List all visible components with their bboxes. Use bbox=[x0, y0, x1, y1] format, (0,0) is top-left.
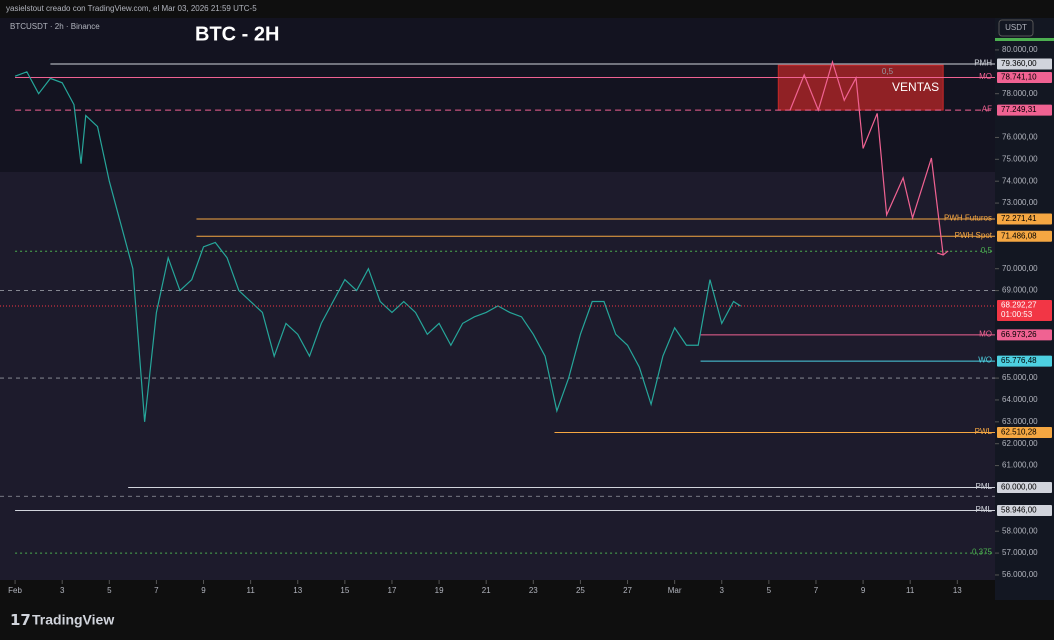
level-price: 72.271,41 bbox=[1001, 214, 1037, 223]
level-price-box bbox=[997, 58, 1052, 70]
level-price-box bbox=[997, 329, 1052, 341]
currency-box bbox=[998, 19, 1034, 37]
level-price-box bbox=[997, 481, 1052, 493]
x-tick-label: 23 bbox=[529, 586, 538, 595]
y-tick-label: 57.000,00 bbox=[1002, 548, 1038, 557]
arrow-head bbox=[936, 250, 949, 256]
y-tick-label: 62.000,00 bbox=[1002, 439, 1038, 448]
price-line bbox=[14, 71, 741, 422]
y-tick-label: 58.000,00 bbox=[1002, 526, 1038, 535]
zone-label: VENTAS bbox=[892, 80, 939, 94]
level-price: 66.973,26 bbox=[1001, 330, 1037, 339]
level-price: 71.486,08 bbox=[1001, 231, 1037, 240]
x-tick-label: 19 bbox=[435, 586, 444, 595]
level-price: 60.000,00 bbox=[1001, 483, 1037, 492]
range-band bbox=[0, 172, 995, 580]
annotation: 0,5 bbox=[882, 67, 894, 76]
level-price: 77.249,31 bbox=[1001, 105, 1037, 114]
y-tick-label: 80.000,00 bbox=[1002, 45, 1038, 54]
x-tick-label: 9 bbox=[861, 586, 866, 595]
level-name: MO bbox=[979, 72, 992, 81]
y-tick-label: 74.000,00 bbox=[1002, 176, 1038, 185]
level-name: PML bbox=[976, 482, 993, 491]
brand: TradingView bbox=[32, 612, 114, 628]
x-tick-label: 17 bbox=[388, 586, 397, 595]
chart-title: BTC - 2H bbox=[195, 23, 279, 45]
x-tick-label: 5 bbox=[767, 586, 772, 595]
x-tick-label: 3 bbox=[720, 586, 725, 595]
level-price: 79.360,00 bbox=[1001, 59, 1037, 68]
level-name: PWH Spot bbox=[955, 231, 993, 240]
level-price-box bbox=[997, 427, 1052, 439]
y-tick-label: 78.000,00 bbox=[1002, 89, 1038, 98]
y-tick-label: 56.000,00 bbox=[1002, 570, 1038, 579]
x-tick-label: 13 bbox=[953, 586, 962, 595]
level-name: AF bbox=[982, 105, 992, 114]
symbol: BTCUSDT · 2h · Binance bbox=[10, 22, 100, 31]
level-price: 58.946,00 bbox=[1001, 506, 1037, 515]
brand-logo: 𝟭𝟳 bbox=[10, 612, 31, 629]
currency: USDT bbox=[1005, 23, 1027, 32]
x-tick-label: 7 bbox=[814, 586, 819, 595]
y-tick-label: 61.000,00 bbox=[1002, 461, 1038, 470]
y-tick-label: 65.000,00 bbox=[1002, 373, 1038, 382]
timer: 01:00:53 bbox=[1001, 310, 1033, 319]
level-name: PWH Futuros bbox=[944, 214, 992, 223]
y-tick-label: 73.000,00 bbox=[1002, 198, 1038, 207]
x-tick-label: 11 bbox=[906, 586, 915, 595]
last-price: 68.292,27 bbox=[1001, 301, 1037, 310]
level-name: 0,5 bbox=[981, 246, 993, 255]
x-tick-label: Feb bbox=[8, 586, 22, 595]
x-tick-label: 7 bbox=[154, 586, 159, 595]
x-tick-label: 9 bbox=[201, 586, 206, 595]
level-price-box bbox=[997, 104, 1052, 116]
x-tick-label: 27 bbox=[623, 586, 632, 595]
x-tick-label: 3 bbox=[60, 586, 65, 595]
y-tick-label: 70.000,00 bbox=[1002, 264, 1038, 273]
level-name: WO bbox=[978, 356, 992, 365]
y-tick-label: 63.000,00 bbox=[1002, 417, 1038, 426]
x-tick-label: 5 bbox=[107, 586, 112, 595]
level-price-box bbox=[997, 505, 1052, 517]
level-price-box bbox=[997, 71, 1052, 83]
level-name: MO bbox=[979, 330, 992, 339]
x-tick-label: Mar bbox=[668, 586, 682, 595]
level-name: PWL bbox=[975, 427, 993, 436]
x-tick-label: 21 bbox=[482, 586, 491, 595]
y-tick-label: 69.000,00 bbox=[1002, 286, 1038, 295]
y-tick-label: 64.000,00 bbox=[1002, 395, 1038, 404]
level-name: 0,375 bbox=[972, 548, 993, 557]
x-tick-label: 25 bbox=[576, 586, 585, 595]
price-line bbox=[789, 59, 944, 255]
level-price: 62.510,28 bbox=[1001, 428, 1037, 437]
level-price: 65.776,48 bbox=[1001, 356, 1037, 365]
level-name: PML bbox=[976, 505, 993, 514]
level-price: 78.741,10 bbox=[1001, 73, 1037, 82]
level-price-box bbox=[997, 230, 1052, 242]
sell-zone bbox=[777, 64, 944, 111]
y-tick-label: 75.000,00 bbox=[1002, 154, 1038, 163]
x-tick-label: 13 bbox=[293, 586, 302, 595]
status-bar bbox=[995, 38, 1054, 41]
last-price-box bbox=[997, 300, 1052, 322]
x-tick-label: 15 bbox=[340, 586, 349, 595]
level-name: PMH bbox=[974, 59, 992, 68]
level-price-box bbox=[997, 213, 1052, 225]
x-tick-label: 11 bbox=[246, 586, 255, 595]
y-tick-label: 76.000,00 bbox=[1002, 133, 1038, 142]
credit: yasielstout creado con TradingView.com, … bbox=[6, 4, 257, 13]
level-price-box bbox=[997, 355, 1052, 367]
